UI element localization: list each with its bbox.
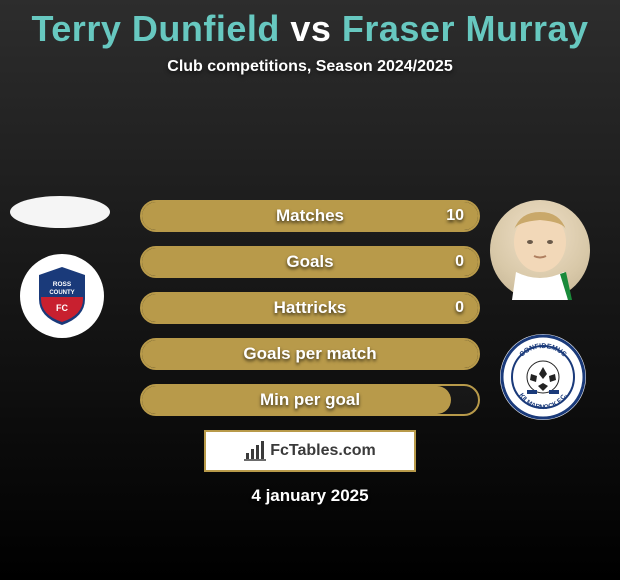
- bar-value: 10: [446, 207, 464, 225]
- bar-label: Matches: [276, 206, 344, 226]
- brand-box[interactable]: FcTables.com: [204, 430, 416, 472]
- face-icon: [490, 200, 590, 300]
- bar-label: Goals: [286, 252, 333, 272]
- stat-bars: Matches 10 Goals 0 Hattricks 0 Goals per…: [140, 200, 480, 430]
- player1-avatar: [10, 196, 110, 228]
- player1-club-crest: ROSS COUNTY FC: [20, 254, 104, 338]
- shield-icon: ROSS COUNTY FC: [35, 265, 89, 327]
- club-badge-icon: CONFIDEMUS KILMARNOCK F.C.: [500, 334, 586, 420]
- bar-value: 0: [455, 253, 464, 271]
- date-text: 4 january 2025: [251, 486, 368, 506]
- page-title: Terry Dunfield vs Fraser Murray: [0, 0, 620, 50]
- player1-name: Terry Dunfield: [31, 8, 279, 49]
- svg-text:FC: FC: [56, 303, 68, 313]
- bar-value: 0: [455, 299, 464, 317]
- player2-avatar: [490, 200, 590, 300]
- player2-name: Fraser Murray: [342, 8, 589, 49]
- bar-goals-per-match: Goals per match: [140, 338, 480, 370]
- brand-text: FcTables.com: [270, 442, 376, 460]
- bar-min-per-goal: Min per goal: [140, 384, 480, 416]
- svg-text:COUNTY: COUNTY: [49, 290, 74, 296]
- bar-label: Goals per match: [243, 344, 376, 364]
- bar-chart-icon: [244, 441, 266, 461]
- bar-hattricks: Hattricks 0: [140, 292, 480, 324]
- svg-text:ROSS: ROSS: [53, 281, 72, 288]
- player2-club-crest: CONFIDEMUS KILMARNOCK F.C.: [500, 334, 586, 420]
- bar-matches: Matches 10: [140, 200, 480, 232]
- vs-text: vs: [280, 8, 342, 49]
- bar-goals: Goals 0: [140, 246, 480, 278]
- bar-label: Min per goal: [260, 390, 360, 410]
- bar-label: Hattricks: [274, 298, 347, 318]
- subtitle: Club competitions, Season 2024/2025: [0, 58, 620, 76]
